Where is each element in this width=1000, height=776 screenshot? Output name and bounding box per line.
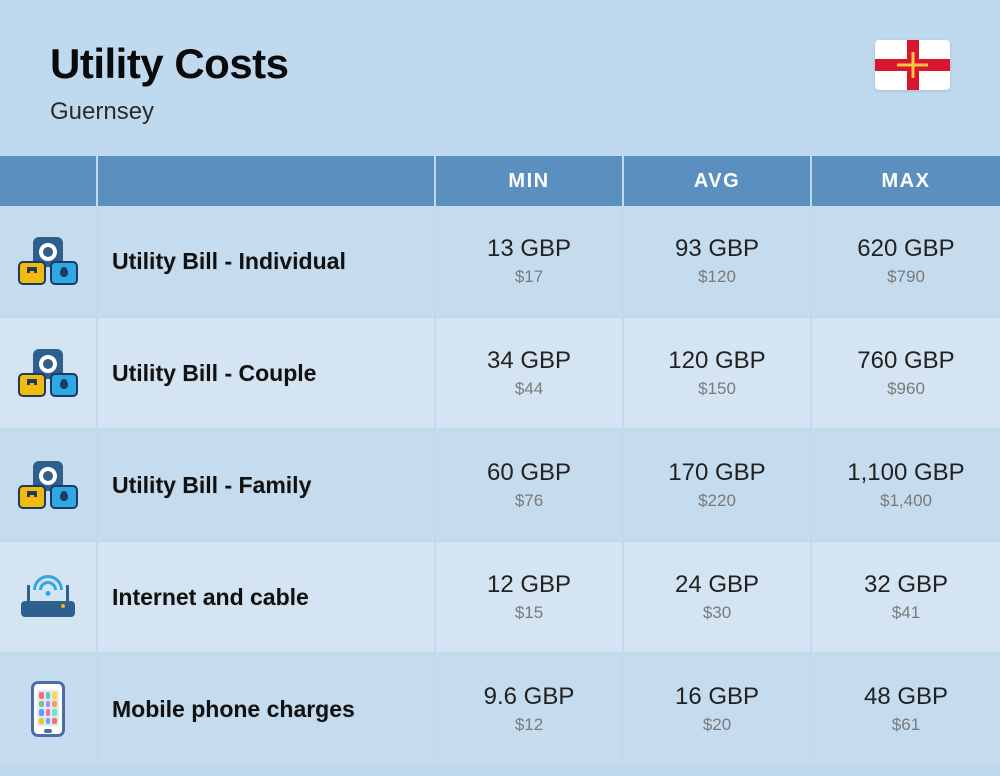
page-subtitle: Guernsey <box>50 98 289 126</box>
icon-cell <box>0 318 98 430</box>
table-row: Mobile phone charges 9.6 GBP $12 16 GBP $20 4… <box>0 654 1000 766</box>
avg-cell: 16 GBP $20 <box>624 654 812 766</box>
label-cell: Mobile phone charges <box>98 654 436 766</box>
avg-gbp: 16 GBP <box>675 683 759 711</box>
max-usd: $61 <box>892 715 920 735</box>
min-gbp: 60 GBP <box>487 459 571 487</box>
row-label: Utility Bill - Individual <box>112 248 346 275</box>
min-usd: $76 <box>515 491 543 511</box>
max-cell: 48 GBP $61 <box>812 654 1000 766</box>
max-usd: $1,400 <box>880 491 932 511</box>
min-cell: 9.6 GBP $12 <box>436 654 624 766</box>
avg-gbp: 170 GBP <box>668 459 765 487</box>
table-row: Utility Bill - Family 60 GBP $76 170 GBP $22… <box>0 430 1000 542</box>
avg-usd: $120 <box>698 267 736 287</box>
page-title: Utility Costs <box>50 40 289 88</box>
max-cell: 32 GBP $41 <box>812 542 1000 654</box>
table-row: Utility Bill - Individual 13 GBP $17 93 GBP… <box>0 206 1000 318</box>
icon-cell <box>0 542 98 654</box>
max-usd: $790 <box>887 267 925 287</box>
row-label: Mobile phone charges <box>112 696 355 723</box>
utility-icon <box>18 237 78 285</box>
min-usd: $17 <box>515 267 543 287</box>
max-gbp: 620 GBP <box>857 235 954 263</box>
row-label: Utility Bill - Family <box>112 472 311 499</box>
avg-cell: 93 GBP $120 <box>624 206 812 318</box>
avg-cell: 170 GBP $220 <box>624 430 812 542</box>
min-usd: $12 <box>515 715 543 735</box>
icon-cell <box>0 430 98 542</box>
min-gbp: 12 GBP <box>487 571 571 599</box>
icon-cell <box>0 206 98 318</box>
avg-usd: $20 <box>703 715 731 735</box>
th-max: MAX <box>812 156 1000 206</box>
table-row: Internet and cable 12 GBP $15 24 GBP $30 32 G… <box>0 542 1000 654</box>
th-min: MIN <box>436 156 624 206</box>
min-gbp: 9.6 GBP <box>484 683 575 711</box>
avg-usd: $150 <box>698 379 736 399</box>
th-avg: AVG <box>624 156 812 206</box>
cost-table: MIN AVG MAX Utility Bill - Individual 13 … <box>0 156 1000 766</box>
avg-cell: 120 GBP $150 <box>624 318 812 430</box>
avg-usd: $220 <box>698 491 736 511</box>
icon-cell <box>0 654 98 766</box>
max-gbp: 48 GBP <box>864 683 948 711</box>
utility-icon <box>18 349 78 397</box>
max-gbp: 760 GBP <box>857 347 954 375</box>
router-icon <box>19 573 77 621</box>
max-usd: $960 <box>887 379 925 399</box>
avg-cell: 24 GBP $30 <box>624 542 812 654</box>
table-row: Utility Bill - Couple 34 GBP $44 120 GBP $15… <box>0 318 1000 430</box>
row-label: Internet and cable <box>112 584 309 611</box>
label-cell: Utility Bill - Couple <box>98 318 436 430</box>
label-cell: Internet and cable <box>98 542 436 654</box>
header: Utility Costs Guernsey <box>0 0 1000 156</box>
avg-gbp: 93 GBP <box>675 235 759 263</box>
max-usd: $41 <box>892 603 920 623</box>
max-cell: 620 GBP $790 <box>812 206 1000 318</box>
phone-icon <box>31 681 65 737</box>
max-cell: 760 GBP $960 <box>812 318 1000 430</box>
max-cell: 1,100 GBP $1,400 <box>812 430 1000 542</box>
min-cell: 12 GBP $15 <box>436 542 624 654</box>
avg-gbp: 24 GBP <box>675 571 759 599</box>
th-icon-spacer <box>0 156 98 206</box>
utility-icon <box>18 461 78 509</box>
label-cell: Utility Bill - Family <box>98 430 436 542</box>
min-usd: $15 <box>515 603 543 623</box>
title-block: Utility Costs Guernsey <box>50 40 289 126</box>
avg-gbp: 120 GBP <box>668 347 765 375</box>
min-usd: $44 <box>515 379 543 399</box>
label-cell: Utility Bill - Individual <box>98 206 436 318</box>
min-cell: 60 GBP $76 <box>436 430 624 542</box>
min-gbp: 34 GBP <box>487 347 571 375</box>
avg-usd: $30 <box>703 603 731 623</box>
table-header-row: MIN AVG MAX <box>0 156 1000 206</box>
min-cell: 13 GBP $17 <box>436 206 624 318</box>
guernsey-flag-icon <box>875 40 950 90</box>
max-gbp: 1,100 GBP <box>847 459 964 487</box>
max-gbp: 32 GBP <box>864 571 948 599</box>
min-cell: 34 GBP $44 <box>436 318 624 430</box>
min-gbp: 13 GBP <box>487 235 571 263</box>
row-label: Utility Bill - Couple <box>112 360 316 387</box>
th-label-spacer <box>98 156 436 206</box>
